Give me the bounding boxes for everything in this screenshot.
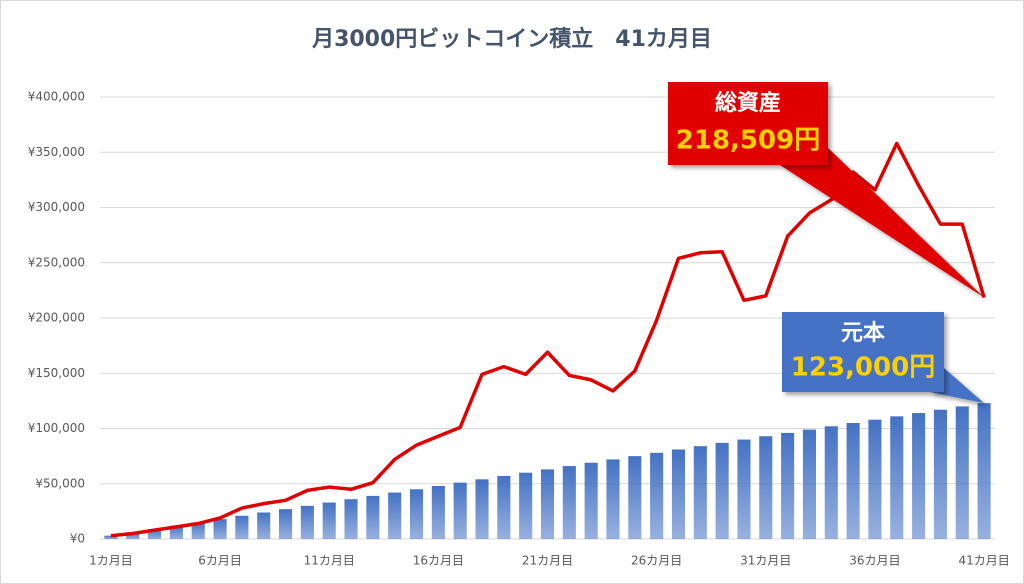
bar: [148, 529, 162, 539]
bar: [977, 403, 991, 539]
bar: [366, 495, 380, 539]
bar: [737, 439, 751, 539]
bar: [235, 515, 249, 539]
bar: [584, 462, 598, 539]
bar: [824, 426, 838, 539]
y-tick-label: ¥50,000: [35, 476, 85, 490]
bar: [693, 446, 707, 539]
x-tick-label: 6カ月目: [198, 554, 242, 568]
bar: [759, 436, 773, 539]
x-tick-label: 16カ月目: [413, 554, 464, 568]
callout-box: [782, 312, 944, 392]
bar: [388, 492, 402, 539]
bar: [475, 479, 489, 539]
bar: [540, 469, 555, 539]
bar: [846, 422, 860, 539]
y-tick-label: ¥300,000: [28, 200, 85, 214]
value-label: 218,509円: [676, 126, 820, 156]
bar: [126, 532, 140, 539]
bar: [781, 432, 795, 539]
y-tick-label: ¥250,000: [28, 255, 85, 269]
bar: [933, 409, 947, 539]
bar: [650, 452, 664, 539]
bar: [279, 509, 293, 539]
y-tick-label: ¥0: [70, 532, 85, 546]
x-tick-label: 26カ月目: [631, 554, 682, 568]
bar: [431, 485, 445, 539]
bar: [213, 519, 227, 539]
callout-name: 元本: [841, 321, 885, 346]
bar: [322, 502, 336, 539]
y-tick-label: ¥150,000: [28, 366, 85, 380]
bar: [715, 442, 729, 539]
x-tick-label: 31カ月目: [740, 554, 791, 568]
bar: [409, 489, 424, 539]
x-tick-label: 21カ月目: [522, 554, 573, 568]
bar: [453, 482, 467, 539]
bar: [497, 476, 511, 539]
x-tick-label: 11カ月目: [304, 554, 355, 568]
bar: [868, 419, 882, 539]
bar: [562, 466, 576, 539]
bar: [519, 472, 533, 539]
bar: [955, 406, 969, 539]
bar: [890, 416, 904, 539]
chart-title: 月3000円ビットコイン積立 41カ月目: [311, 26, 712, 52]
bar: [671, 449, 686, 539]
bar: [300, 505, 314, 539]
bar: [344, 499, 358, 539]
y-tick-label: ¥350,000: [28, 145, 85, 159]
x-tick-label: 1カ月目: [89, 554, 133, 568]
bar: [912, 413, 926, 539]
bar: [257, 512, 271, 539]
y-tick-label: ¥200,000: [28, 311, 85, 325]
bar: [802, 429, 816, 539]
bar: [606, 459, 620, 539]
callout-pointer: [780, 148, 985, 298]
x-tick-label: 41カ月目: [958, 554, 1009, 568]
bar: [191, 522, 205, 539]
bar: [104, 535, 118, 539]
bar: [628, 456, 642, 539]
y-tick-label: ¥400,000: [28, 90, 85, 104]
y-tick-label: ¥100,000: [28, 421, 85, 435]
callout-box: [668, 82, 828, 165]
value-label: 123,000円: [791, 353, 935, 383]
x-tick-label: 36カ月目: [849, 554, 900, 568]
callout-name: 総資産: [715, 90, 781, 116]
